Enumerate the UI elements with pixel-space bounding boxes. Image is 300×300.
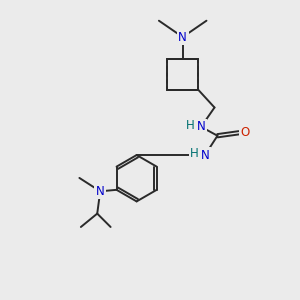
Text: H: H bbox=[190, 147, 199, 160]
Text: N: N bbox=[96, 185, 105, 198]
Text: H: H bbox=[186, 119, 195, 132]
Text: N: N bbox=[178, 31, 187, 44]
Text: N: N bbox=[197, 120, 206, 133]
Text: N: N bbox=[201, 148, 209, 162]
Text: O: O bbox=[241, 126, 250, 139]
